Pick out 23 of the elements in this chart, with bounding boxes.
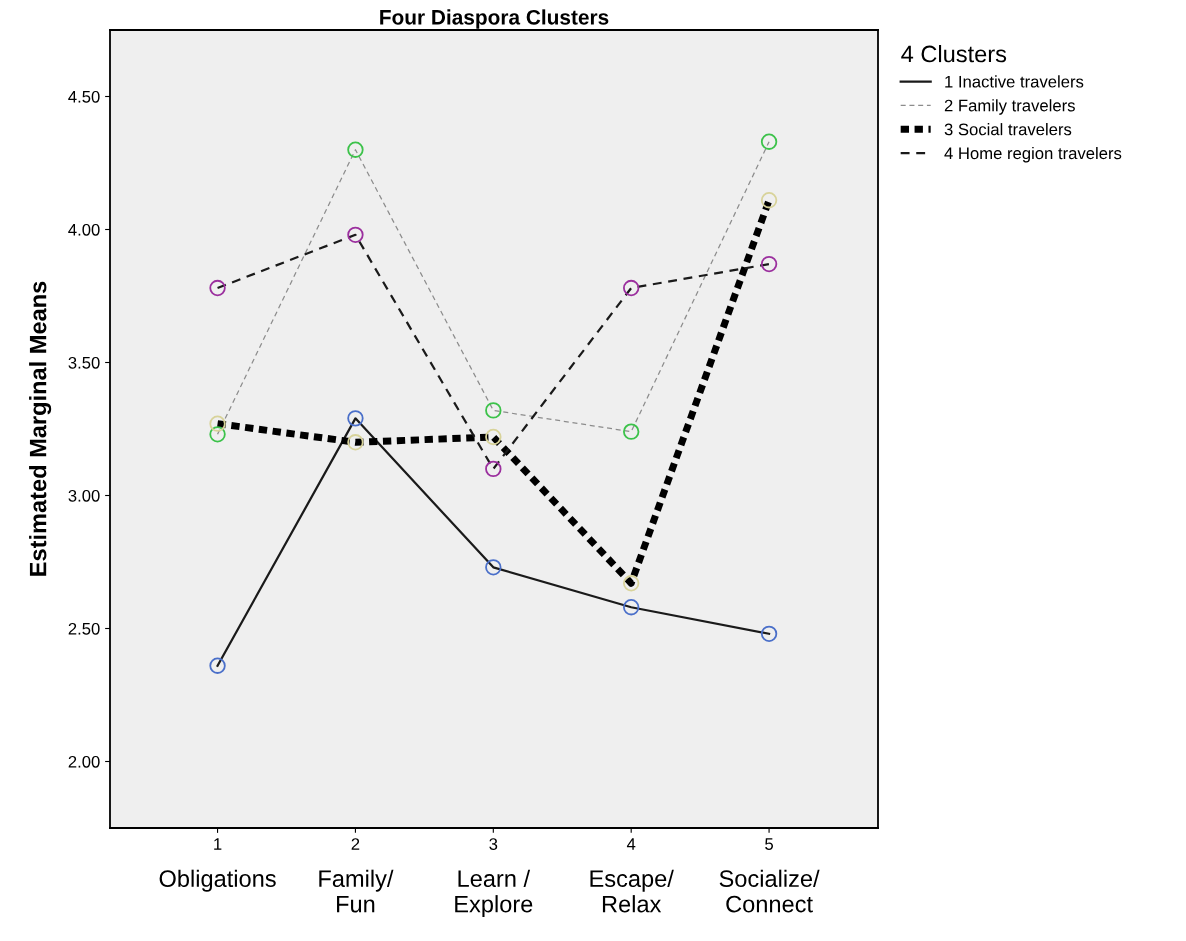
y-tick-label: 4.50 (68, 90, 100, 103)
legend-label: 1 Inactive travelers (945, 75, 1084, 88)
y-tick-label: 3.00 (68, 489, 100, 502)
x-tick-label: 1 (214, 838, 222, 850)
y-tick-label: 4.00 (68, 223, 100, 236)
text: Escape/ Relax (590, 869, 674, 913)
legend-label: 4 Home region travelers (944, 146, 1122, 163)
x-tick-label: 2 (351, 838, 360, 850)
legend-title: 4 Clusters (901, 45, 1007, 63)
y-tick-label: 3.50 (68, 356, 100, 369)
text: Family/ Fun (319, 869, 394, 913)
chart-title: Four Diaspora Clusters (380, 9, 609, 29)
y-tick-label: 2.00 (68, 755, 100, 768)
text: Obligations (159, 869, 276, 892)
text: Learn / Explore (455, 869, 533, 918)
text: Socialize/ Connect (719, 869, 820, 913)
x-tick-label: 4 (626, 838, 636, 850)
legend-label: 3 Social travelers (944, 123, 1072, 136)
y-axis-title: Estimated Marginal Means (29, 281, 52, 576)
y-tick-label: 2.50 (68, 622, 100, 635)
x-tick-label: 3 (489, 838, 498, 850)
x-tick-label: 5 (765, 838, 774, 850)
legend-label: 2 Family travelers (944, 99, 1075, 115)
